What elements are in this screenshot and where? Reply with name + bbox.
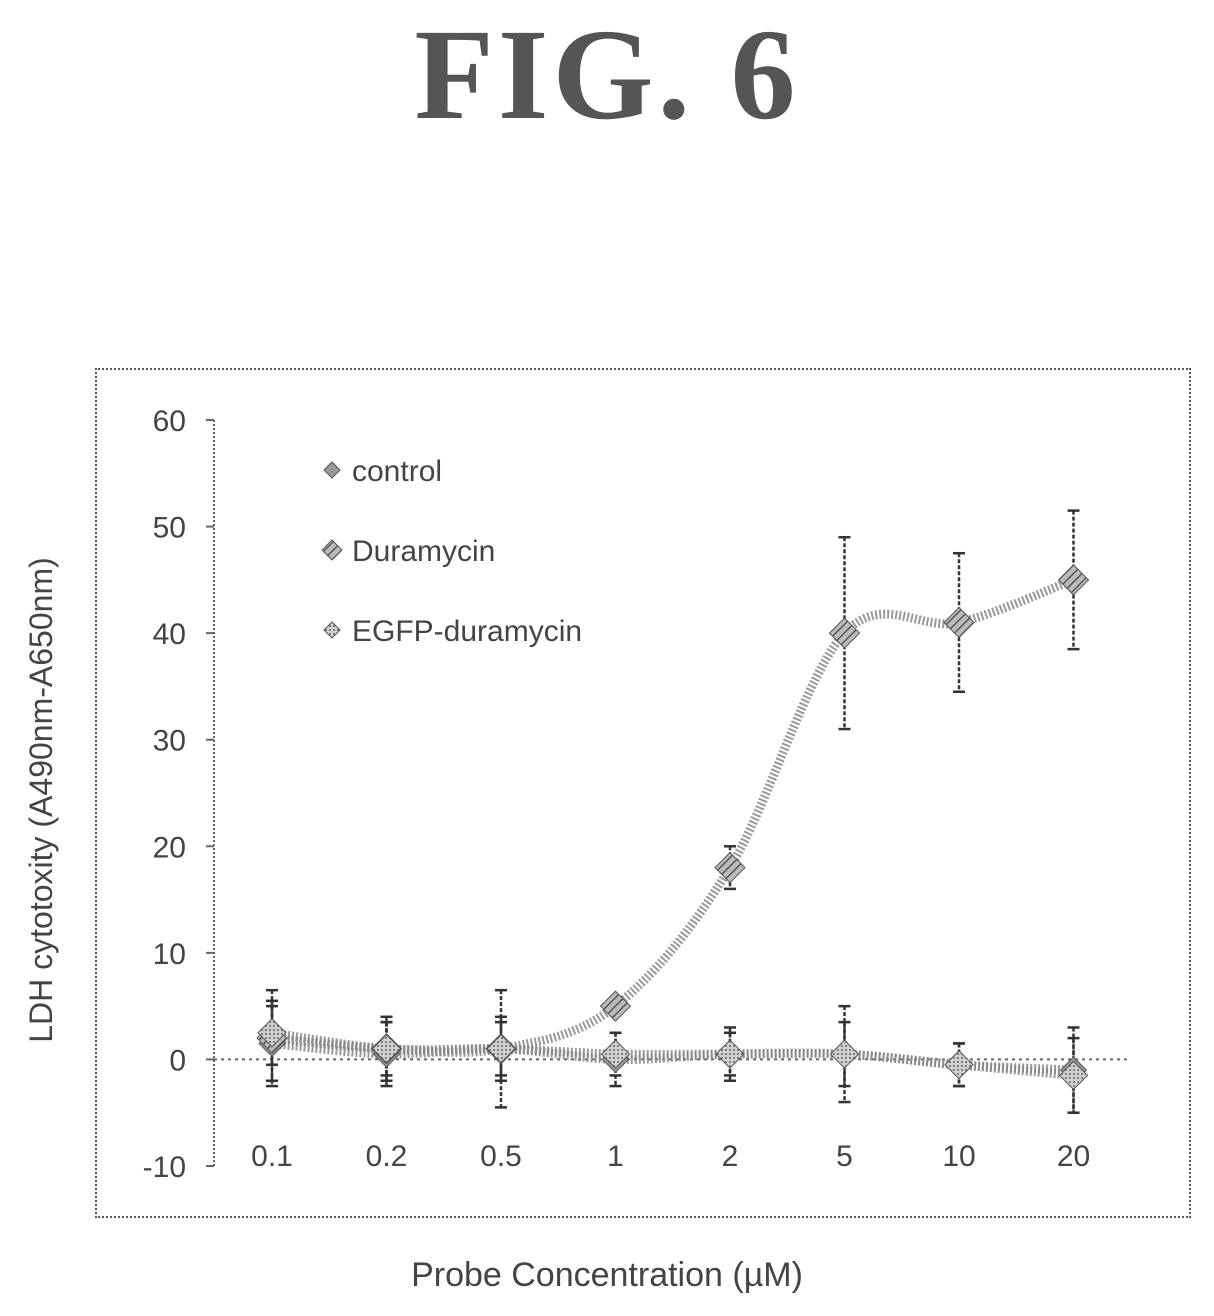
series-lines-group xyxy=(271,575,1076,1080)
series-line-1 xyxy=(271,575,1076,1057)
figure-title: FIG. 6 xyxy=(414,3,800,147)
legend-label: control xyxy=(352,455,442,488)
x-tick-label: 0.1 xyxy=(251,1140,293,1173)
data-point xyxy=(944,1050,974,1080)
data-point xyxy=(371,1034,402,1064)
data-point xyxy=(715,1039,745,1069)
data-point xyxy=(943,606,975,639)
data-point xyxy=(829,1039,860,1069)
y-tick-label: 40 xyxy=(153,618,186,651)
data-point xyxy=(828,617,861,649)
legend-marker xyxy=(323,621,341,639)
y-tick-labels-group: -10 0 10 20 30 40 50 60 xyxy=(143,405,186,1184)
x-tick-label: 0.5 xyxy=(480,1140,522,1173)
y-axis-title: LDH cytotoxity (A490nm-A650nm) xyxy=(23,557,59,1043)
legend: control Duramycin EGFP-duramycin xyxy=(321,455,582,648)
x-tick-label: 1 xyxy=(607,1140,624,1173)
y-tick-label: -10 xyxy=(143,1151,186,1184)
x-tick-label: 20 xyxy=(1057,1140,1090,1173)
x-tick-label: 2 xyxy=(722,1140,739,1173)
y-tick-label: 10 xyxy=(153,938,186,971)
x-axis-title: Probe Concentration (µM) xyxy=(411,1256,803,1294)
data-point xyxy=(257,1018,287,1048)
x-tick-label: 5 xyxy=(836,1140,853,1173)
legend-marker xyxy=(321,539,343,561)
chart-frame xyxy=(95,368,1191,1218)
data-point xyxy=(714,851,746,884)
x-tick-label: 10 xyxy=(942,1140,975,1173)
y-tick-label: 0 xyxy=(169,1044,186,1077)
data-point xyxy=(600,1039,631,1069)
legend-label: Duramycin xyxy=(352,535,495,568)
data-point xyxy=(486,1034,516,1064)
y-tick-label: 60 xyxy=(153,405,186,438)
legend-marker xyxy=(323,461,341,479)
legend-label: EGFP-duramycin xyxy=(352,615,582,648)
data-point xyxy=(599,990,632,1022)
y-tick-label: 20 xyxy=(153,831,186,864)
markers-group xyxy=(256,564,1090,1091)
y-tick-label: 30 xyxy=(153,725,186,758)
x-tick-labels-group: 0.1 0.2 0.5 1 2 5 10 20 xyxy=(251,1140,1090,1173)
y-tick-label: 50 xyxy=(153,512,186,545)
error-bars-group xyxy=(266,509,1080,1114)
data-point xyxy=(1057,564,1090,596)
axes-group xyxy=(206,419,215,1167)
data-point xyxy=(1058,1060,1089,1091)
x-tick-label: 0.2 xyxy=(366,1140,408,1173)
